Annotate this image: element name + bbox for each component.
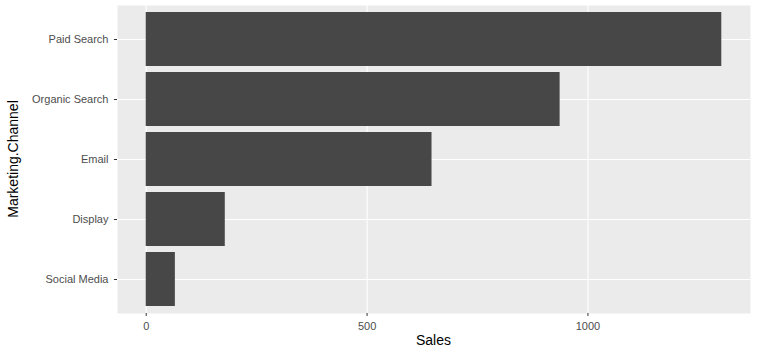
svg-text:Display: Display bbox=[72, 213, 109, 225]
svg-text:Social Media: Social Media bbox=[46, 273, 110, 285]
svg-text:Organic Search: Organic Search bbox=[32, 93, 108, 105]
svg-text:500: 500 bbox=[358, 320, 376, 332]
svg-text:0: 0 bbox=[143, 320, 149, 332]
html-text:Sales: Sales bbox=[416, 332, 451, 348]
svg-text:Paid Search: Paid Search bbox=[49, 33, 109, 45]
svg-text:Email: Email bbox=[81, 153, 109, 165]
html-text:Marketing.Channel: Marketing.Channel bbox=[5, 100, 21, 218]
svg-text:1000: 1000 bbox=[576, 320, 600, 332]
